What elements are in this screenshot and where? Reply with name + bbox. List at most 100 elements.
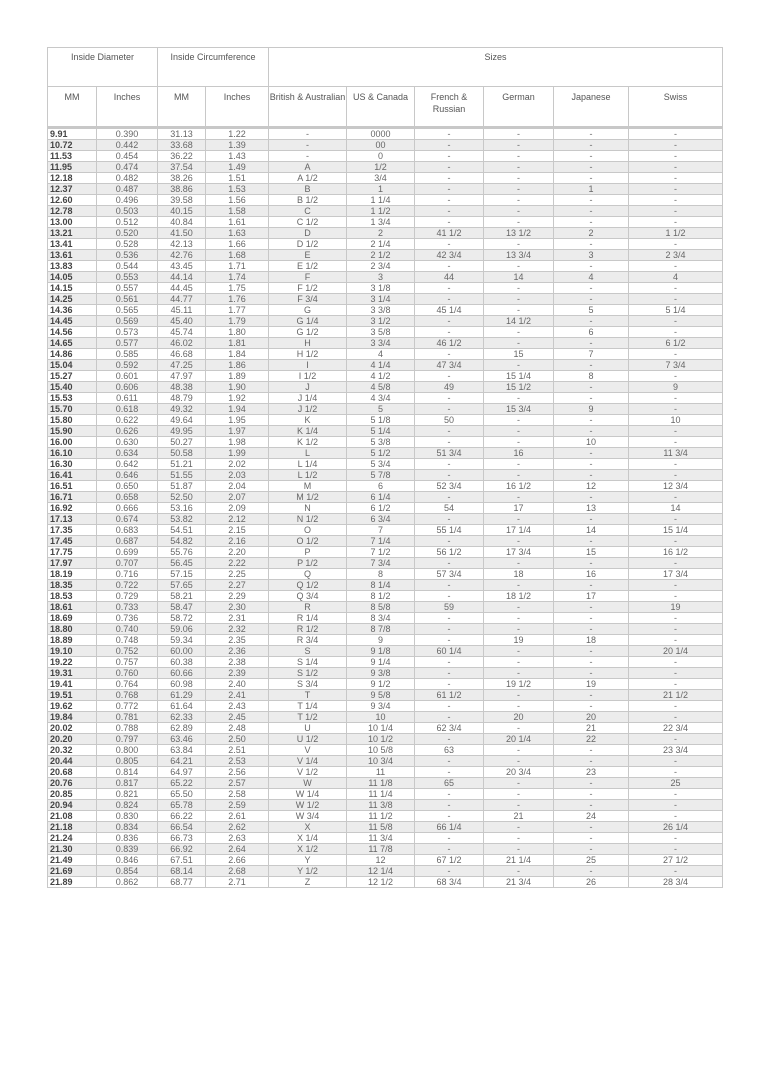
table-cell: 27 1/2 <box>628 854 724 866</box>
table-cell: 9 1/2 <box>346 678 416 690</box>
table-cell: 17 1/4 <box>483 524 555 536</box>
table-cell: 20.02 <box>47 722 97 734</box>
table-cell: 1.61 <box>204 216 270 228</box>
table-cell: 51.87 <box>157 480 206 492</box>
table-cell: 2.59 <box>204 799 270 811</box>
table-row: 16.41 0.646 51.55 2.03 L 1/2 5 7/8- - - - <box>47 469 724 481</box>
table-cell: - <box>483 436 555 448</box>
table-cell: 9 <box>346 634 416 646</box>
table-cell: - <box>553 315 630 327</box>
table-cell: 2 <box>553 227 630 239</box>
table-cell: H <box>268 337 348 349</box>
table-cell: 19.41 <box>47 678 97 690</box>
table-cell: 6 1/2 <box>628 337 724 349</box>
table-cell: 49.32 <box>157 403 206 415</box>
table-cell: 1.43 <box>204 150 270 162</box>
table-cell: - <box>268 150 348 162</box>
table-cell: 0.482 <box>96 172 158 184</box>
table-row: 15.53 0.611 48.79 1.92 J 1/4 4 3/4- - - - <box>47 392 724 404</box>
table-cell: 19.10 <box>47 645 97 657</box>
table-cell: 21 1/2 <box>628 689 724 701</box>
table-cell: - <box>414 832 485 844</box>
table-cell: 16 1/2 <box>483 480 555 492</box>
table-row: 20.32 0.800 63.84 2.51 V 10 5/8 63- -23 3/4 <box>47 744 724 756</box>
table-cell: - <box>414 392 485 404</box>
table-cell: 59 <box>414 601 485 613</box>
table-row: 21.49 0.846 67.51 2.66 Y 12 67 1/2 21 1/4 25 27 1… <box>47 854 724 866</box>
table-cell: 2.57 <box>204 777 270 789</box>
table-cell: 2.56 <box>204 766 270 778</box>
table-cell: 1.98 <box>204 436 270 448</box>
table-row: 16.30 0.642 51.21 2.02 L 1/4 5 3/4- - - - <box>47 458 724 470</box>
table-cell: 5 1/4 <box>628 304 724 316</box>
table-cell: - <box>628 579 724 591</box>
column-header: Inches <box>96 86 158 128</box>
table-cell: 0.683 <box>96 524 158 536</box>
table-cell: - <box>414 126 485 140</box>
table-cell: 0.618 <box>96 403 158 415</box>
table-cell: 2.12 <box>204 513 270 525</box>
table-cell: - <box>414 348 485 360</box>
table-cell: - <box>553 337 630 349</box>
table-cell: - <box>483 326 555 338</box>
table-cell: 13.21 <box>47 227 97 239</box>
table-cell: 13.61 <box>47 249 97 261</box>
table-row: 17.97 0.707 56.45 2.22 P 1/2 7 3/4- - - - <box>47 557 724 569</box>
column-header: Japanese <box>553 86 630 128</box>
table-cell: 59.06 <box>157 623 206 635</box>
table-cell: 0.569 <box>96 315 158 327</box>
table-cell: 0.454 <box>96 150 158 162</box>
column-header: German <box>483 86 555 128</box>
table-cell: - <box>553 469 630 481</box>
table-cell: 65.22 <box>157 777 206 789</box>
table-cell: - <box>628 733 724 745</box>
table-cell: 13.83 <box>47 260 97 272</box>
table-cell: T <box>268 689 348 701</box>
table-cell: H 1/2 <box>268 348 348 360</box>
table-cell: 11 7/8 <box>346 843 416 855</box>
table-cell: - <box>628 205 724 217</box>
table-cell: - <box>414 326 485 338</box>
table-cell: - <box>268 139 348 151</box>
table-cell: 12.18 <box>47 172 97 184</box>
table-cell: 0.674 <box>96 513 158 525</box>
table-cell: 13 <box>553 502 630 514</box>
table-cell: - <box>268 126 348 140</box>
table-cell: 45.11 <box>157 304 206 316</box>
table-cell: - <box>414 711 485 723</box>
table-cell: 0.788 <box>96 722 158 734</box>
table-cell: - <box>553 381 630 393</box>
table-cell: 2.02 <box>204 458 270 470</box>
table-cell: - <box>414 205 485 217</box>
table-cell: 8 7/8 <box>346 623 416 635</box>
table-cell: 2 1/2 <box>346 249 416 261</box>
table-cell: 8 1/2 <box>346 590 416 602</box>
table-row: 19.22 0.757 60.38 2.38 S 1/4 9 1/4- - - - <box>47 656 724 668</box>
table-cell: - <box>414 238 485 250</box>
table-cell: - <box>414 282 485 294</box>
table-cell: 56.45 <box>157 557 206 569</box>
table-cell: - <box>483 535 555 547</box>
table-cell: - <box>414 579 485 591</box>
table-cell: 10 <box>628 414 724 426</box>
table-cell: 48.79 <box>157 392 206 404</box>
table-cell: 5 <box>346 403 416 415</box>
table-cell: - <box>483 744 555 756</box>
table-cell: 17.35 <box>47 524 97 536</box>
table-cell: 2 3/4 <box>628 249 724 261</box>
table-cell: 66.22 <box>157 810 206 822</box>
table-cell: - <box>628 843 724 855</box>
table-cell: 12.60 <box>47 194 97 206</box>
table-row: 16.71 0.658 52.50 2.07 M 1/2 6 1/4- - - - <box>47 491 724 503</box>
table-cell: 1.95 <box>204 414 270 426</box>
table-cell: 9 1/4 <box>346 656 416 668</box>
table-cell: - <box>553 557 630 569</box>
table-cell: - <box>628 832 724 844</box>
table-cell: 60.38 <box>157 656 206 668</box>
table-cell: 1.71 <box>204 260 270 272</box>
table-cell: 11 3/4 <box>628 447 724 459</box>
table-cell: A <box>268 161 348 173</box>
table-cell: 62.89 <box>157 722 206 734</box>
table-row: 14.15 0.557 44.45 1.75 F 1/2 3 1/8- - - - <box>47 282 724 294</box>
table-cell: - <box>414 183 485 195</box>
